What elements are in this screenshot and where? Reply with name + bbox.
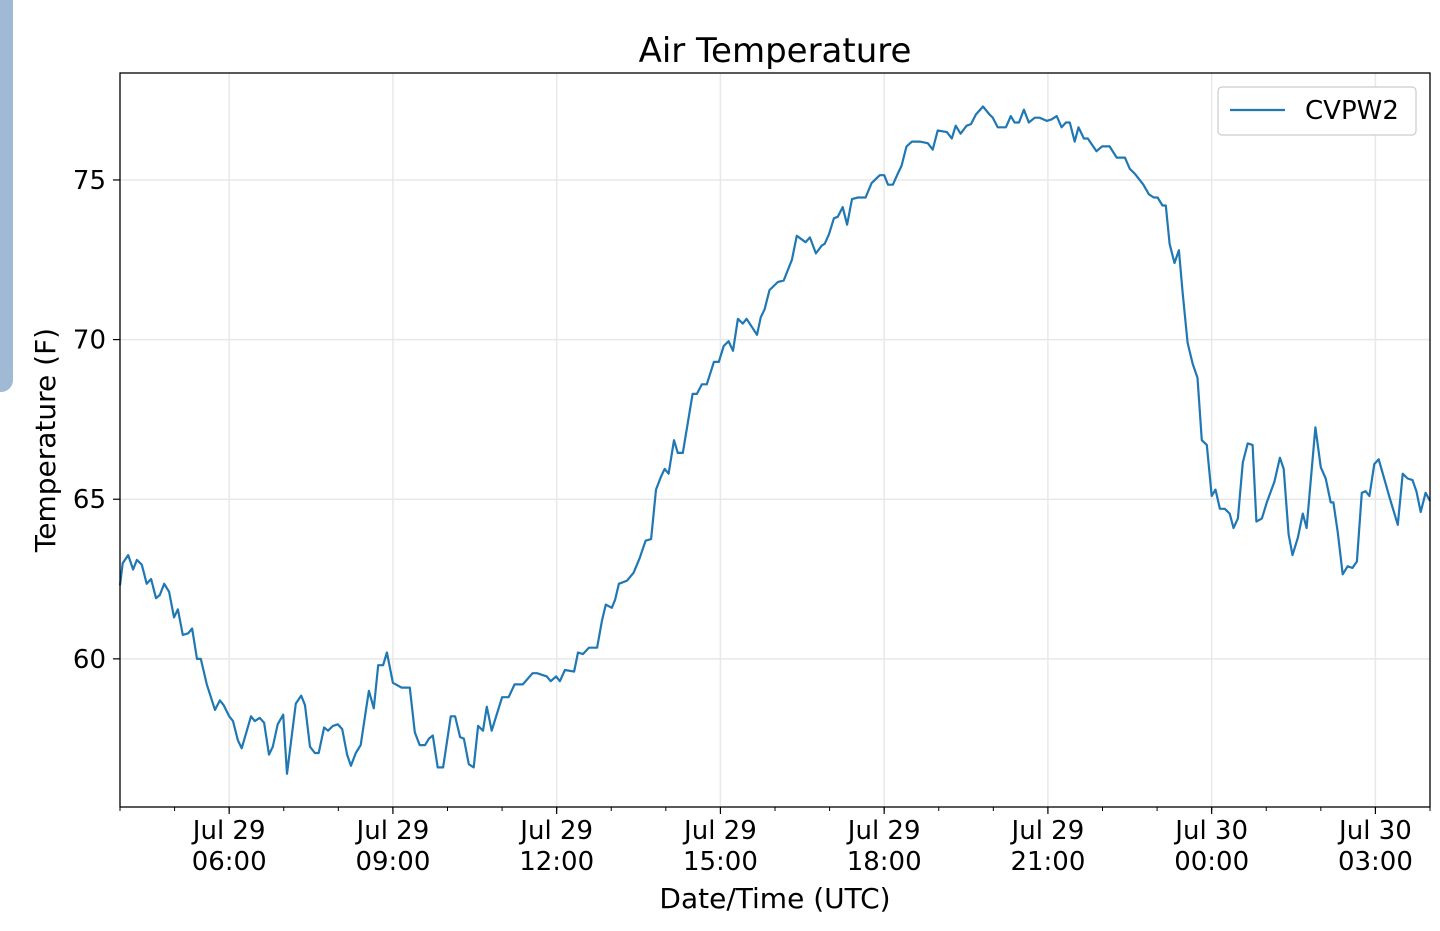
x-tick-date-label: Jul 30 [1173, 816, 1248, 846]
y-tick-label: 65 [73, 485, 106, 515]
plot-frame [119, 72, 1431, 808]
x-tick-time-label: 09:00 [355, 847, 430, 877]
x-tick-time-label: 06:00 [192, 847, 267, 877]
chart-title: Air Temperature [639, 31, 912, 71]
y-axis-label: Temperature (F) [29, 328, 62, 553]
series-layer [118, 105, 1431, 775]
x-tick-time-label: 03:00 [1338, 847, 1413, 877]
side-panel-edge [0, 0, 13, 392]
legend-label: CVPW2 [1305, 96, 1399, 126]
x-tick-date-label: Jul 29 [682, 816, 757, 846]
x-tick-date-label: Jul 29 [355, 816, 430, 846]
gridlines [120, 73, 1430, 807]
y-tick-label: 70 [73, 326, 106, 356]
x-tick-time-label: 12:00 [519, 847, 594, 877]
x-tick-date-label: Jul 30 [1337, 816, 1412, 846]
y-tick-label: 60 [73, 645, 106, 675]
x-tick-date-label: Jul 29 [191, 816, 266, 846]
series-line-cvpw2 [118, 105, 1431, 775]
x-tick-time-label: 00:00 [1174, 847, 1249, 877]
x-tick-date-label: Jul 29 [518, 816, 593, 846]
legend-box [1217, 86, 1417, 136]
x-tick-time-label: 21:00 [1010, 847, 1085, 877]
x-axis-label: Date/Time (UTC) [659, 882, 890, 915]
x-tick-time-label: 15:00 [683, 847, 758, 877]
x-tick-date-label: Jul 29 [846, 816, 921, 846]
legend: CVPW2 [1217, 86, 1417, 136]
y-tick-label: 75 [73, 166, 106, 196]
x-tick-date-label: Jul 29 [1010, 816, 1085, 846]
x-tick-time-label: 18:00 [847, 847, 922, 877]
